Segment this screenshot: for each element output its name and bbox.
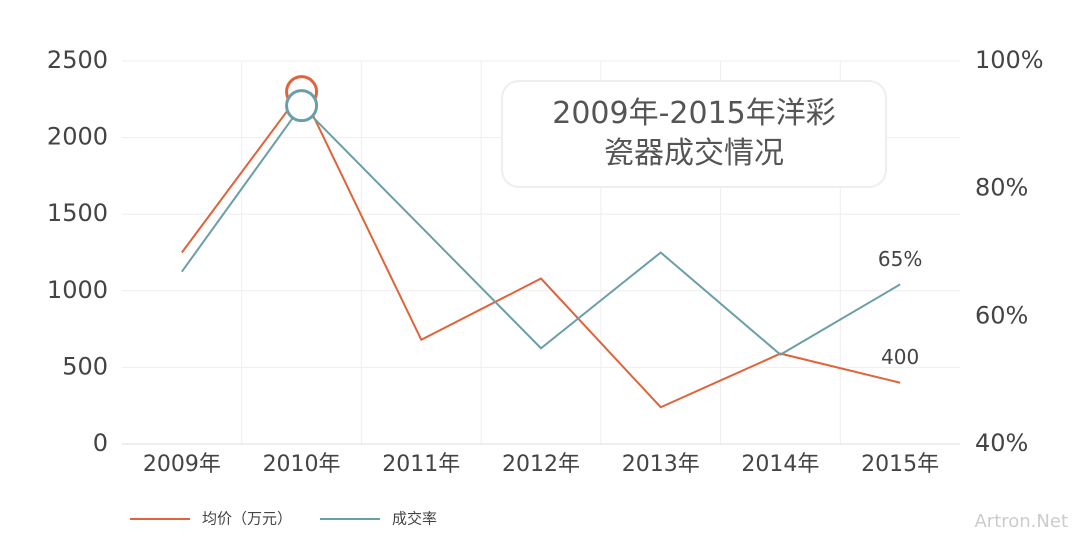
y-tick-label: 2000: [47, 123, 108, 151]
x-tick-label: 2013年: [622, 452, 700, 477]
y2-tick-label: 100%: [975, 46, 1044, 74]
y2-tick-label: 80%: [975, 174, 1028, 202]
x-tick-label: 2010年: [263, 452, 341, 477]
y-tick-label: 2500: [47, 46, 108, 74]
x-tick-label: 2009年: [143, 452, 221, 477]
legend-label: 均价（万元）: [202, 510, 292, 528]
y-tick-label: 500: [62, 352, 108, 380]
x-tick-label: 2014年: [741, 452, 819, 477]
y-tick-label: 0: [93, 429, 108, 457]
y2-tick-label: 60%: [975, 301, 1028, 329]
y2-tick-label: 40%: [975, 429, 1028, 457]
legend-label: 成交率: [392, 510, 437, 528]
x-tick-label: 2015年: [861, 452, 939, 477]
watermark: Artron.Net: [974, 511, 1068, 532]
y-tick-label: 1000: [47, 276, 108, 304]
y-tick-label: 1500: [47, 199, 108, 227]
data-label: 400: [881, 345, 919, 369]
x-tick-label: 2012年: [502, 452, 580, 477]
data-label: 65%: [878, 247, 922, 271]
x-tick-label: 2011年: [382, 452, 460, 477]
highlight-marker: [285, 89, 319, 123]
chart-title: 2009年-2015年洋彩瓷器成交情况: [501, 80, 887, 188]
